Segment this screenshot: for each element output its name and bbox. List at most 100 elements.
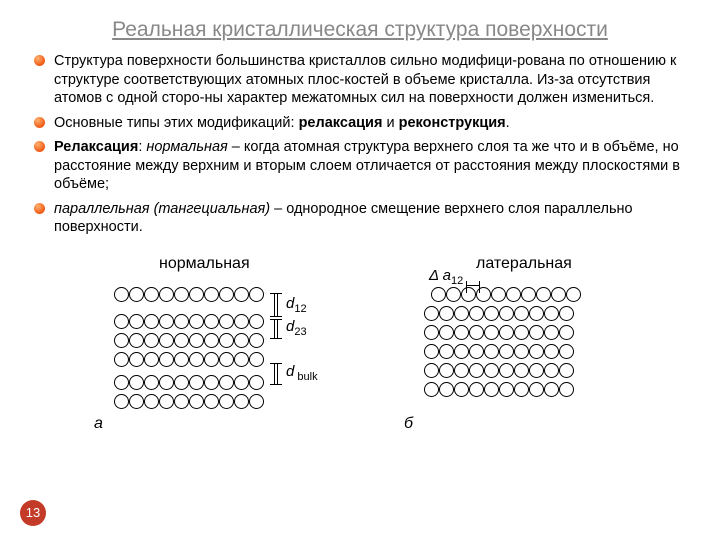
figures-area: нормальная а латеральная б Δ a12 d12d23d… xyxy=(34,255,686,445)
fig-right-hdim xyxy=(466,285,480,286)
dimension-label: d bulk xyxy=(286,363,318,383)
atom-circle xyxy=(234,375,249,390)
atom-circle xyxy=(189,333,204,348)
atom-circle xyxy=(521,287,536,302)
atom-circle xyxy=(159,394,174,409)
atom-circle xyxy=(189,314,204,329)
atom-circle xyxy=(144,287,159,302)
atom-circle xyxy=(219,394,234,409)
atom-circle xyxy=(129,394,144,409)
atom-circle xyxy=(234,287,249,302)
atom-circle xyxy=(469,325,484,340)
atom-circle xyxy=(249,333,264,348)
atom-circle xyxy=(114,333,129,348)
fig-right-top-label: латеральная xyxy=(476,255,572,273)
fig-left-atoms xyxy=(114,287,264,409)
atom-circle xyxy=(219,375,234,390)
atom-circle xyxy=(144,352,159,367)
atom-circle xyxy=(559,382,574,397)
atom-circle xyxy=(529,344,544,359)
page-number-badge: 13 xyxy=(20,500,46,526)
atom-circle xyxy=(174,375,189,390)
fig-right-delta-label: Δ a12 xyxy=(429,267,463,287)
atom-circle xyxy=(129,314,144,329)
atom-circle xyxy=(219,333,234,348)
atom-circle xyxy=(144,333,159,348)
atom-circle xyxy=(204,333,219,348)
atom-circle xyxy=(446,287,461,302)
atom-circle xyxy=(159,352,174,367)
atom-circle xyxy=(559,363,574,378)
atom-circle xyxy=(544,382,559,397)
atom-circle xyxy=(174,394,189,409)
atom-circle xyxy=(114,287,129,302)
atom-circle xyxy=(551,287,566,302)
atom-circle xyxy=(189,352,204,367)
atom-circle xyxy=(529,382,544,397)
atom-circle xyxy=(514,306,529,321)
atom-circle xyxy=(249,352,264,367)
dimension-line xyxy=(274,363,278,385)
atom-circle xyxy=(204,352,219,367)
atom-circle xyxy=(469,363,484,378)
atom-circle xyxy=(424,382,439,397)
atom-circle xyxy=(204,394,219,409)
atom-circle xyxy=(249,394,264,409)
atom-circle xyxy=(506,287,521,302)
atom-circle xyxy=(219,287,234,302)
atom-circle xyxy=(234,333,249,348)
atom-circle xyxy=(114,375,129,390)
atom-circle xyxy=(159,375,174,390)
atom-circle xyxy=(469,382,484,397)
slide-title: Реальная кристаллическая структура повер… xyxy=(34,18,686,42)
atom-circle xyxy=(129,352,144,367)
slide: Реальная кристаллическая структура повер… xyxy=(0,0,720,540)
bullet-item: параллельная (тангециальная) – однородно… xyxy=(34,200,686,237)
atom-circle xyxy=(529,363,544,378)
atom-circle xyxy=(219,314,234,329)
atom-circle xyxy=(174,333,189,348)
atom-circle xyxy=(114,314,129,329)
atom-circle xyxy=(234,394,249,409)
dimension-line xyxy=(274,319,278,339)
atom-circle xyxy=(499,306,514,321)
atom-circle xyxy=(439,363,454,378)
atom-circle xyxy=(559,306,574,321)
atom-circle xyxy=(439,382,454,397)
atom-circle xyxy=(114,352,129,367)
atom-circle xyxy=(144,394,159,409)
fig-right-bottom-label: б xyxy=(404,415,413,433)
atom-circle xyxy=(249,375,264,390)
atom-circle xyxy=(189,375,204,390)
atom-circle xyxy=(424,344,439,359)
atom-circle xyxy=(159,314,174,329)
dimension-label: d12 xyxy=(286,295,307,315)
atom-circle xyxy=(469,306,484,321)
bullet-list: Структура поверхности большинства криста… xyxy=(34,52,686,237)
dimension-line xyxy=(274,293,278,317)
atom-circle xyxy=(559,344,574,359)
atom-circle xyxy=(461,287,476,302)
atom-circle xyxy=(484,306,499,321)
atom-circle xyxy=(454,382,469,397)
atom-circle xyxy=(514,382,529,397)
atom-circle xyxy=(249,287,264,302)
atom-circle xyxy=(129,287,144,302)
atom-circle xyxy=(544,344,559,359)
atom-circle xyxy=(484,325,499,340)
atom-circle xyxy=(514,363,529,378)
atom-circle xyxy=(544,363,559,378)
fig-left-bottom-label: а xyxy=(94,415,103,433)
atom-circle xyxy=(204,314,219,329)
atom-circle xyxy=(431,287,446,302)
atom-circle xyxy=(424,325,439,340)
bullet-item: Структура поверхности большинства криста… xyxy=(34,52,686,108)
atom-circle xyxy=(566,287,581,302)
atom-circle xyxy=(529,306,544,321)
atom-circle xyxy=(491,287,506,302)
atom-circle xyxy=(484,344,499,359)
dimension-label: d23 xyxy=(286,318,307,338)
atom-circle xyxy=(219,352,234,367)
atom-circle xyxy=(544,306,559,321)
atom-circle xyxy=(499,363,514,378)
